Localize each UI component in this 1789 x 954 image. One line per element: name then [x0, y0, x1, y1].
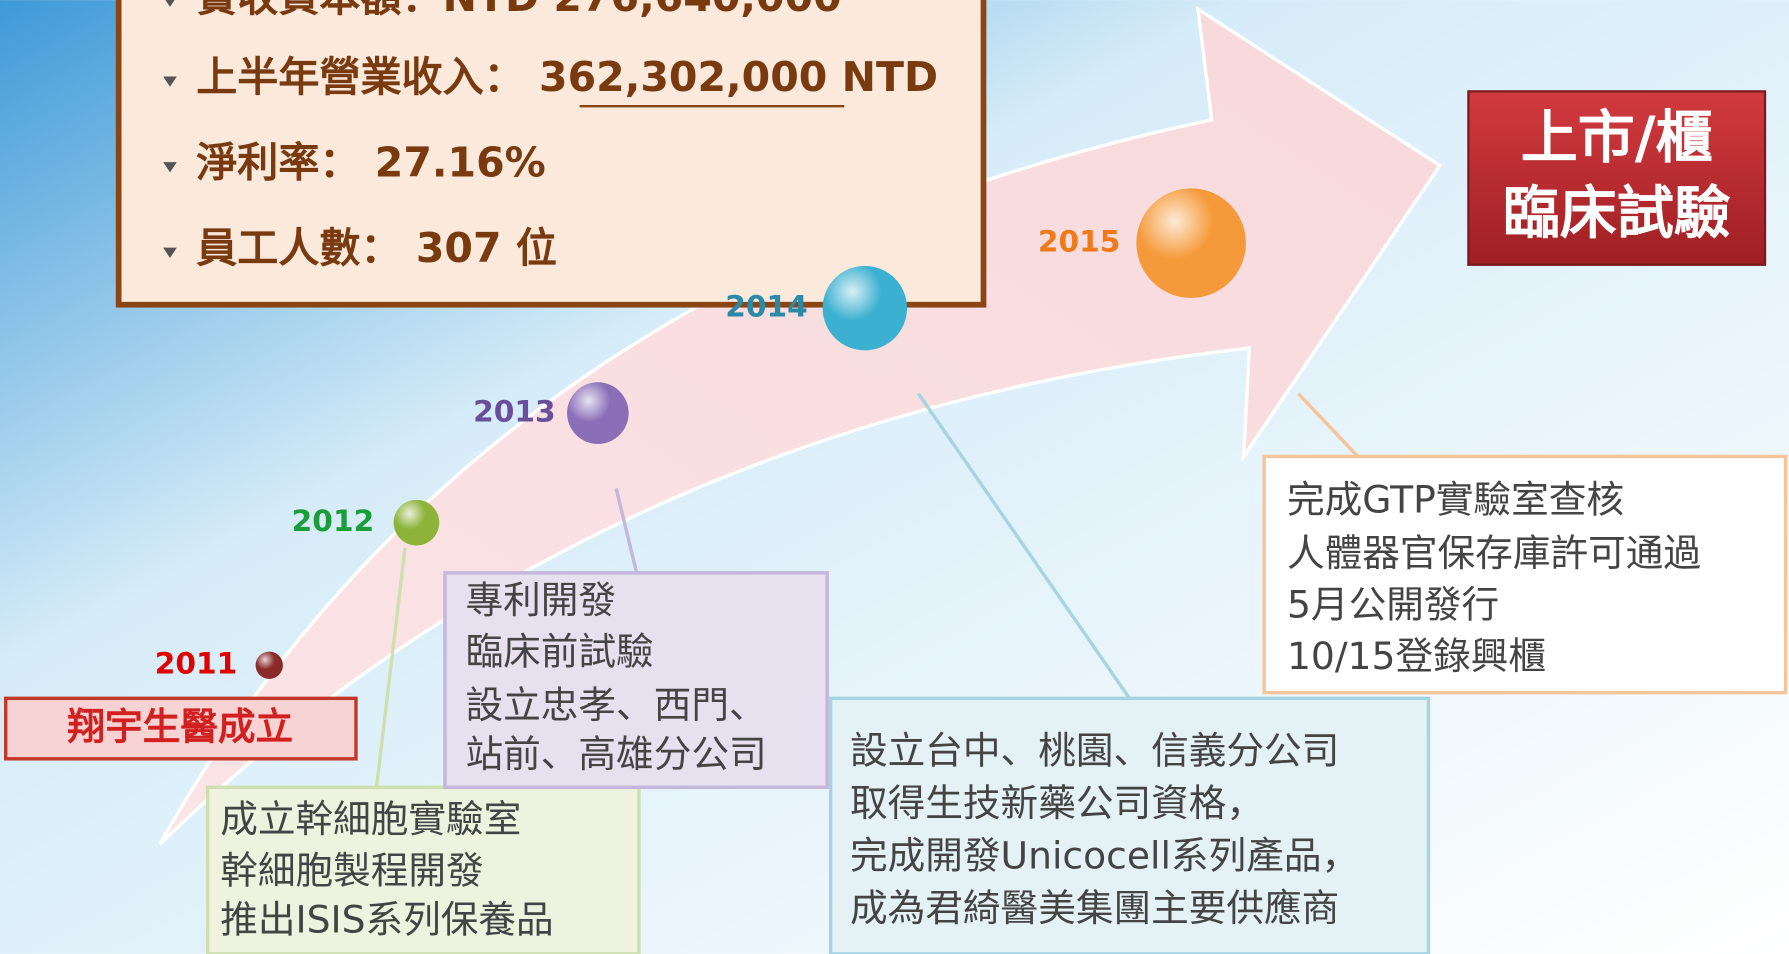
milestone-text: 成立幹細胞實驗室: [220, 797, 521, 841]
milestone-text: 人體器官保存庫許可通過: [1287, 531, 1701, 575]
milestone-text: 幹細胞製程開發: [220, 848, 483, 892]
milestone-text: 站前、高雄分公司: [466, 732, 767, 776]
sphere-shine: [822, 265, 908, 351]
milestone-text: 5月公開發行: [1287, 583, 1499, 627]
info-box: [115, 0, 987, 308]
sphere-shine: [567, 382, 629, 444]
info-item: 實收資本額：NTD 276,640,000: [196, 0, 841, 21]
milestone-text: 成為君綺醫美集團主要供應商: [850, 886, 1339, 930]
founding-box: [3, 696, 358, 761]
info-item: 員工人數： 307 位: [196, 224, 557, 272]
connector: [1297, 392, 1359, 458]
milestone-box: [828, 696, 1431, 954]
milestone-text: 推出ISIS系列保養品: [220, 897, 553, 941]
connector: [374, 547, 407, 788]
milestone-text: 完成開發Unicocell系列產品，: [850, 834, 1359, 878]
year-label: 2015: [1038, 224, 1121, 259]
info-item: 淨利率： 27.16%: [196, 139, 546, 187]
milestone-text: 10/15登錄興櫃: [1287, 634, 1546, 678]
bullet: [163, 247, 177, 258]
sphere-shine: [1136, 188, 1246, 298]
year-label: 2011: [155, 646, 238, 681]
connector: [917, 392, 1131, 700]
milestone-text: 完成GTP實驗室查核: [1287, 478, 1624, 522]
year-label: 2013: [473, 394, 556, 429]
milestone-text: 專利開發: [466, 578, 617, 622]
bullet: [163, 162, 177, 173]
bullet: [163, 76, 177, 87]
goal-box: [1467, 90, 1767, 266]
connector: [614, 488, 639, 574]
milestone-text: 取得生技新藥公司資格，: [850, 781, 1264, 825]
founding-text: 翔宇生醫成立: [67, 705, 293, 749]
milestone-box: [205, 785, 641, 954]
sphere-shine: [393, 499, 440, 546]
bullet: [165, 0, 175, 7]
sphere-shine: [255, 651, 283, 679]
year-label: 2012: [292, 503, 375, 538]
info-item: 上半年營業收入： 362,302,000 NTD: [196, 53, 938, 101]
year-label: 2014: [725, 289, 808, 324]
goal-text: 上市/櫃: [1521, 105, 1713, 171]
milestone-text: 設立台中、桃園、信義分公司: [850, 729, 1339, 773]
milestone-text: 設立忠孝、西門、: [466, 683, 767, 727]
milestone-text: 臨床前試驗: [466, 629, 654, 673]
milestone-box: [1262, 454, 1788, 695]
milestone-box: [443, 571, 829, 790]
goal-text: 臨床試驗: [1503, 180, 1731, 246]
